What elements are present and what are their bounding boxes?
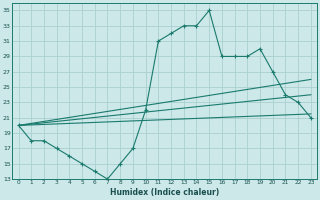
X-axis label: Humidex (Indice chaleur): Humidex (Indice chaleur) [110, 188, 219, 197]
